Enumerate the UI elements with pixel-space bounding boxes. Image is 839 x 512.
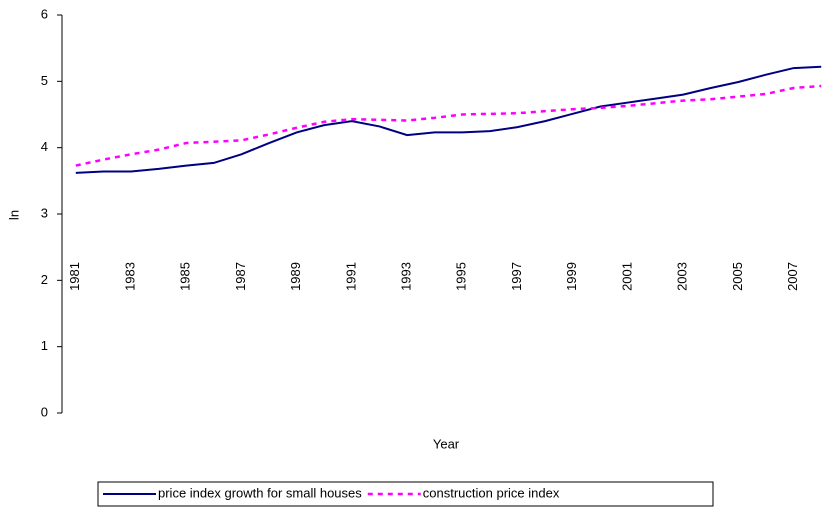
y-tick-label: 1 [41,338,48,353]
x-tick-label: 2001 [619,262,634,291]
y-axis-label: ln [6,210,21,220]
y-tick-label: 5 [41,73,48,88]
legend-label: price index growth for small houses [158,485,362,500]
y-tick-label: 3 [41,205,48,220]
x-tick-label: 1987 [233,262,248,291]
y-tick-label: 4 [41,139,48,154]
y-tick-label: 6 [41,6,48,21]
series-line [75,65,822,174]
x-tick-label: 2007 [785,262,800,291]
y-tick-label: 2 [41,272,48,287]
x-tick-label: 1991 [343,262,358,291]
legend-label: construction price index [423,485,560,500]
x-tick-label: 1997 [509,262,524,291]
x-tick-label: 2003 [675,262,690,291]
x-tick-label: 1993 [399,262,414,291]
x-tick-label: 1995 [454,262,469,291]
x-tick-label: 1985 [178,262,193,291]
y-tick-label: 0 [41,404,48,419]
x-tick-label: 2005 [730,262,745,291]
series-line [75,84,822,167]
x-tick-label: 1983 [122,262,137,291]
legend-box [97,481,714,507]
x-tick-label: 1981 [67,262,82,291]
x-tick-label: 1999 [564,262,579,291]
x-axis-label: Year [433,436,460,451]
x-tick-label: 1989 [288,262,303,291]
